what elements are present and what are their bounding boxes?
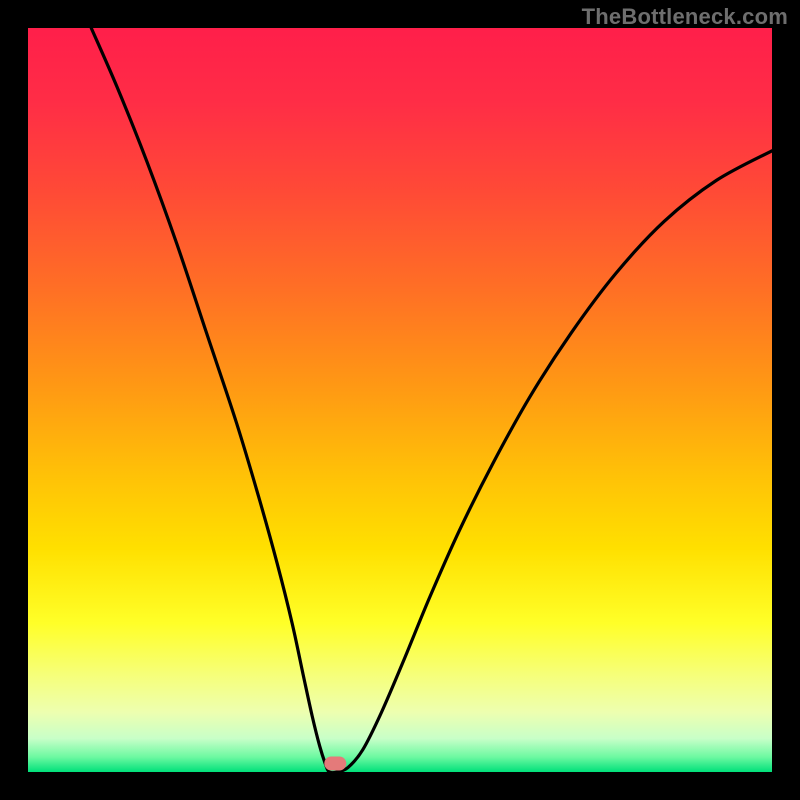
watermark-text: TheBottleneck.com [582,4,788,30]
bottleneck-chart [28,28,772,772]
optimal-point-marker [324,757,346,771]
image-frame: TheBottleneck.com [0,0,800,800]
